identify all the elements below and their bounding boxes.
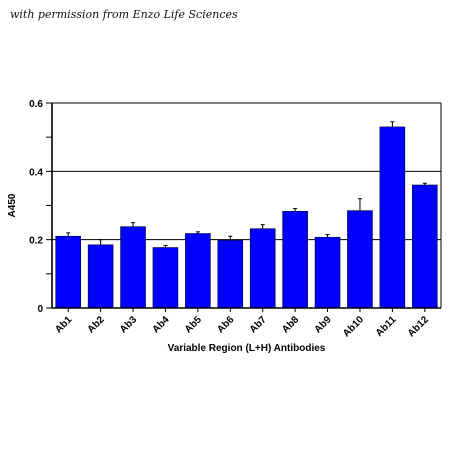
x-tick-label: Ab11	[374, 314, 399, 339]
bar-ab5	[185, 233, 211, 309]
bar-layer	[55, 121, 438, 309]
x-tick-label: Ab1	[53, 314, 74, 335]
y-tick-label: 0.2	[29, 236, 43, 247]
bar-ab3	[120, 226, 146, 309]
permission-caption: with permission from Enzo Life Sciences	[10, 8, 238, 21]
bar-ab2	[87, 244, 114, 309]
x-tick-label: Ab10	[341, 314, 366, 339]
x-tick-label: Ab2	[86, 314, 107, 335]
axis-layer	[46, 102, 442, 312]
x-tick-label: Ab7	[248, 314, 269, 335]
x-tick-label: Ab12	[406, 314, 431, 339]
bar-ab7	[249, 228, 276, 309]
x-tick-label: Ab5	[183, 314, 204, 335]
x-tick-label: Ab4	[150, 314, 171, 335]
x-tick-label: Ab3	[118, 314, 139, 335]
x-axis-title: Variable Region (L+H) Antibodies	[168, 343, 326, 354]
bar-ab4	[152, 247, 179, 309]
x-tick-label: Ab9	[313, 314, 334, 335]
y-tick-label: 0.6	[29, 99, 43, 110]
x-tick-label: Ab8	[280, 314, 301, 335]
bar-ab6	[217, 240, 244, 309]
bar-ab11	[379, 126, 406, 309]
bar-ab12	[412, 184, 438, 309]
x-tick-label: Ab6	[215, 314, 236, 335]
y-tick-label: 0.4	[29, 167, 43, 178]
bar-ab10	[347, 210, 373, 309]
grid-layer	[52, 170, 441, 241]
bar-ab8	[282, 211, 308, 309]
y-tick-label: 0	[37, 304, 43, 315]
bar-ab9	[314, 236, 341, 309]
y-axis-title: A450	[7, 193, 18, 217]
bar-ab1	[55, 235, 81, 309]
